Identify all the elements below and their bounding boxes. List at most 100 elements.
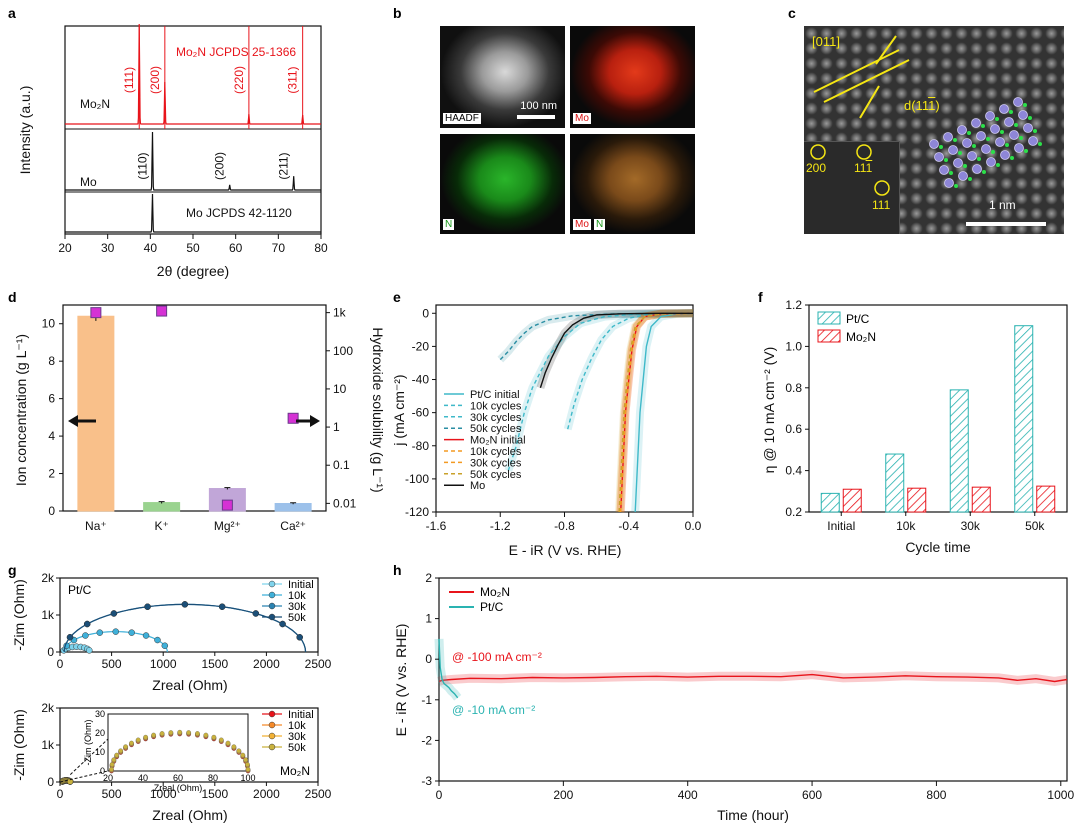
ion-category-label-1: K⁺ [154,519,168,533]
lsv-ytick-label-4: -80 [412,439,430,453]
n-atom-2-0 [949,171,953,175]
n-atom-3-2 [982,170,986,174]
haadf-image: HAADF 100 nm [440,26,565,128]
eis-mo2n-legend-marker-3 [268,743,276,751]
haadf-label: HAADF [443,113,481,124]
solubility-point-0 [90,307,102,319]
stability-xtick-label-2: 400 [678,788,698,802]
xrd-hkl-label-1-2: (211) [277,152,291,179]
overpotential-bar-mo2n-1 [907,487,927,513]
n-atom-2-4 [1005,143,1009,147]
legend-label-mo2n: Mo₂N [846,330,876,344]
overpotential-category-label-2: 30k [961,519,981,533]
panel-letter-c: c [788,5,796,21]
n-atom-0-1 [953,138,957,142]
overpotential-bar-chart: Initial 10k 30k 50k 0.2 0.4 0.6 0.8 1.0 1.2 Pt/C … [761,298,1068,555]
overpotential-category-label-0: Initial [827,519,855,533]
ion-category-label-3: Ca²⁺ [280,519,306,533]
eis-inset-point-3-6 [129,740,134,746]
eis-mo2n-xlabel: Zreal (Ohm) [152,807,227,823]
legend-swatch-ptc [817,311,841,325]
hrtem-image: [011] d(111) 200 111 111 1 nm [804,26,1064,234]
eis-mo2n-xtick-label-4: 2000 [253,787,280,801]
mo-atom-3-3 [986,157,996,167]
solubility-point-2 [221,499,233,511]
fft-111-label: 111 [872,198,891,212]
xrd-jcpds-label: Mo JCPDS 42-1120 [186,206,292,220]
lsv-legend-label-6: 30k cycles [470,457,522,469]
lsv-ylabel: j (mA cm⁻²) [391,374,407,446]
eis-ptc-point-1-6 [128,629,135,636]
xrd-hkl-label-0-1: (200) [148,66,162,94]
n-atom-3-6 [1038,142,1042,146]
n-atom-1-6 [1028,116,1032,120]
stability-ytick-label-4: -2 [421,733,432,747]
overpotential-bar-pt/c-2 [949,389,969,513]
eis-ptc-tag: Pt/C [68,583,92,597]
eis-inset-point-3-2 [111,757,117,763]
fft-inset [804,141,900,234]
eis-inset-point-3-21 [240,752,246,758]
eis-ptc-point-3-5 [181,601,189,608]
lsv-legend-label-5: 10k cycles [470,446,522,458]
lsv-ytick-label-3: -60 [412,406,430,420]
eis-mo2n-legend-label-0: Initial [288,709,314,721]
mo-atom-1-2 [962,138,972,148]
ion-ytick-label-2: 4 [48,429,55,443]
panel-letter-g: g [8,562,17,578]
xrd-series-mo2n [65,23,321,125]
overpotential-ytick-label-4: 1.0 [785,339,802,353]
annotation-10: @ -10 mA cm⁻² [452,703,535,717]
overlay-mo-label: Mo [573,219,591,230]
hrtem-overlay [810,35,1046,226]
eis-inset-point-3-4 [118,748,123,754]
eis-mo2n-legend-marker-2 [268,732,276,740]
xrd-mo-label: Mo [80,175,97,189]
eis-mo2n-legend-label-2: 30k [288,731,306,743]
stability-xlabel: Time (hour) [717,807,789,823]
xrd-hkl-label-1-0: (110) [135,152,149,179]
panel-letter-b: b [393,5,402,21]
eis-mo2n-ylabel: -Zim (Ohm) [11,709,27,781]
xrd-series-mo [65,131,321,191]
ion-ytick-label-5: 10 [42,317,56,331]
eis-ptc-legend-marker-2 [268,602,276,610]
eis-inset-xtick-label-0: 20 [103,773,113,783]
eis-mo2n-legend-label-3: 50k [288,742,306,754]
eis-ptc-xtick-label-0: 0 [57,657,64,671]
eis-ptc-xtick-label-2: 1000 [150,657,177,671]
eis-mo2n-xtick-label-2: 1000 [150,787,177,801]
eis-ptc-xtick-label-1: 500 [102,657,122,671]
eis-inset-point-3-19 [231,744,237,750]
fft-200-label: 200 [806,161,827,175]
ion-y2tick-label-4: 100 [333,344,353,358]
lsv-series-5 [620,312,694,513]
lsv-ytick-label-0: 0 [422,306,429,320]
overpotential-bar-mo2n-2 [971,486,991,513]
eis-ptc-legend-marker-1 [268,591,276,599]
eis-inset-xlabel: Zreal (Ohm) [154,783,203,793]
d-spacing-label: d(111) [904,98,940,113]
overpotential-frame [808,304,1068,513]
ion-bar-chart: Na⁺ K⁺ Mg²⁺ Ca²⁺ 0 2 4 6 8 10 0.01 0.1 1 10 100 1k Ion … [13,304,386,533]
lsv-legend-label-7: 50k cycles [470,469,522,481]
eis-inset-ytick-label-2: 20 [95,728,105,738]
lsv-chart: -1.6 -1.2 -0.8 -0.4 0.0 0 -20 -40 -60 -80 -100 -120… [391,304,702,558]
solubility-point-1 [156,305,168,317]
overpotential-bar-pt/c-0 [820,492,840,513]
mo-atom-2-5 [1009,130,1019,140]
eis-mo2n-xtick-label-1: 500 [102,787,122,801]
n-atom-1-1 [958,151,962,155]
n-atom-3-5 [1024,149,1028,153]
xrd-xtick-label-2: 40 [144,241,158,255]
eis-inset-point-3-23 [245,762,250,767]
legend-label-ptc: Pt/C [846,312,870,326]
mo-atom-2-3 [981,144,991,154]
eis-inset-point-3-10 [159,731,165,736]
ion-bar-3 [274,503,312,512]
eis-inset-xtick-label-4: 100 [240,773,255,783]
eis-ptc-xtick-label-3: 1500 [201,657,228,671]
eis-mo2n-tag: Mo₂N [280,764,310,778]
lsv-xtick-label-2: -0.8 [554,519,575,533]
eis-ptc-point-1-9 [161,642,169,649]
